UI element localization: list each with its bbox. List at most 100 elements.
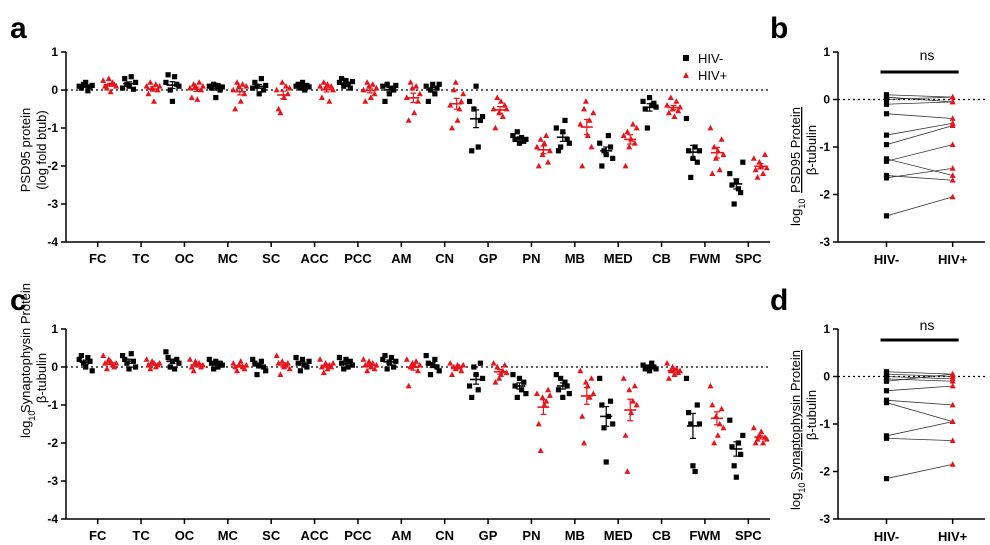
chart-c-point	[434, 364, 440, 370]
chart-b-point-hiv-pos	[949, 98, 956, 105]
legend-label-hiv-neg: HIV-	[698, 51, 723, 66]
chart-a-point	[644, 125, 650, 131]
chart-c-point	[629, 398, 636, 404]
chart-c-point	[423, 353, 429, 359]
chart-c-point	[103, 365, 110, 372]
chart-c-point	[714, 432, 721, 438]
chart-c-point	[126, 366, 132, 372]
chart-a-point	[610, 155, 616, 161]
chart-c-point	[601, 425, 607, 431]
chart-a-point	[414, 98, 421, 104]
chart-c-point	[299, 356, 306, 362]
chart-c-point	[432, 356, 438, 362]
chart-a-point	[562, 117, 568, 123]
chart-c-point	[317, 356, 324, 362]
chart-a-point	[243, 83, 250, 89]
chart-a-point	[277, 109, 284, 116]
chart-c-point	[206, 356, 212, 362]
chart-a-point	[369, 81, 376, 87]
chart-c-point	[76, 356, 82, 362]
chart-a-point	[432, 91, 438, 97]
chart-c-point	[731, 463, 737, 469]
chart-c-point	[360, 356, 367, 362]
chart-c-point	[709, 401, 716, 408]
chart-c-point	[449, 371, 456, 377]
chart-a-point	[577, 121, 584, 127]
chart-c-point	[405, 382, 412, 389]
chart-c-point	[590, 390, 597, 396]
chart-c-point	[373, 361, 380, 368]
chart-c-x-tick-label: MED	[604, 528, 633, 543]
chart-a-point	[219, 84, 225, 90]
chart-c-point	[562, 379, 568, 385]
chart-c-point	[514, 394, 520, 400]
ylabel-b-main: PSD95 Protein	[788, 107, 803, 193]
chart-a-point	[188, 94, 195, 100]
chart-a-point	[452, 79, 459, 85]
chart-c-point	[694, 402, 700, 408]
chart-c-point	[622, 432, 629, 438]
chart-c-point	[172, 366, 178, 372]
chart-c-point	[543, 398, 550, 404]
chart-a-x-tick-label: OC	[175, 251, 195, 266]
legend-marker-hiv-neg	[683, 55, 689, 61]
chart-c-point	[199, 361, 206, 368]
chart-a-point	[514, 129, 520, 135]
chart-a-point	[653, 104, 659, 110]
ylabel-b-log: log	[788, 209, 803, 226]
chart-a-x-tick-label: FC	[89, 251, 107, 266]
chart-c-point	[607, 398, 614, 404]
chart-b: 1 0 -1 -2 -3 HIV- HIV+	[819, 45, 985, 267]
chart-a-point	[469, 148, 475, 154]
chart-a-point	[582, 98, 589, 104]
chart-a-x-tick-label: CB	[652, 251, 671, 266]
chart-c-point	[258, 358, 264, 364]
chart-a-point	[750, 155, 757, 161]
chart-c-point	[458, 367, 465, 374]
chart-c-point	[147, 365, 154, 372]
panel-label-a: a	[10, 12, 27, 45]
chart-c-point	[293, 354, 299, 361]
chart-c-point	[80, 360, 87, 366]
chart-a-point	[626, 143, 633, 150]
chart-c-point	[87, 358, 93, 364]
chart-c-point	[384, 366, 390, 372]
chart-a-point	[553, 125, 559, 131]
chart-c-point	[671, 371, 678, 377]
chart-a-point	[302, 87, 308, 93]
chart-a-point	[150, 98, 157, 104]
chart-c-point	[696, 421, 703, 427]
chart-a-point	[664, 102, 671, 108]
chart-a-point	[119, 85, 126, 91]
chart-a-point	[343, 77, 349, 84]
chart-a-point	[466, 98, 473, 104]
chart-a-point	[752, 166, 759, 173]
chart-a-point	[405, 117, 412, 123]
chart-c-point	[234, 367, 241, 374]
chart-a-point	[347, 85, 353, 91]
chart-c-point	[553, 372, 559, 378]
chart-a-point	[371, 90, 378, 97]
chart-b-point-hiv-pos	[949, 122, 956, 129]
chart-a-point	[631, 140, 638, 146]
chart-a-point	[688, 174, 694, 180]
chart-a-point	[425, 98, 431, 104]
chart-a-point	[537, 136, 544, 142]
chart-c-point	[597, 375, 603, 381]
chart-c-point	[545, 386, 552, 393]
chart-d-pair-line	[886, 463, 953, 480]
chart-a-point	[510, 133, 516, 139]
chart-a-point	[475, 144, 481, 150]
ylabel-b-sub: β-tubulin	[804, 125, 819, 175]
chart-a-point	[256, 91, 262, 97]
chart-a-point	[252, 79, 258, 85]
chart-b-y-tick-label: -2	[819, 188, 830, 202]
chart-c-point	[519, 387, 525, 393]
chart-c-point	[349, 362, 356, 368]
chart-c-point	[341, 366, 347, 372]
chart-c-point	[143, 356, 150, 362]
chart-c-point	[85, 354, 91, 361]
chart-c-point	[324, 365, 331, 372]
chart-a-point	[85, 88, 91, 94]
chart-a-point	[599, 163, 605, 169]
